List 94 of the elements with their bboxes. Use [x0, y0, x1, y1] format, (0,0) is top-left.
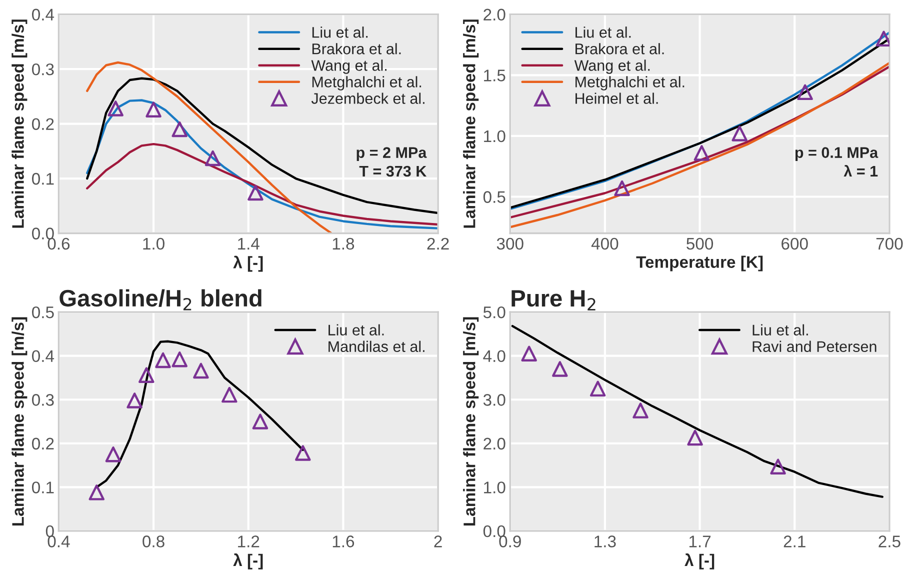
legend-label: Heimel et al.: [576, 92, 658, 104]
x-tick-label: 1.7: [689, 536, 711, 548]
x-tick-label: 0.4: [48, 536, 70, 548]
y-tick-label: 0.4: [32, 350, 54, 362]
chart-title: Gasoline/H$_{2}$ blend: [60, 289, 262, 310]
point: [248, 184, 264, 201]
x-axis-title: Temperature [K]: [636, 256, 763, 272]
x-tick-label: 1.8: [332, 238, 354, 250]
chart-title: Pure H$_{2}$: [512, 290, 596, 310]
y-tick-label: 0.0: [483, 525, 506, 538]
legend-label: Ravi and Petersen: [752, 340, 876, 352]
point: [295, 445, 311, 461]
point: [222, 386, 238, 403]
y-tick-label: 2.0: [484, 438, 506, 450]
legend-label: Brakora et al.: [312, 43, 401, 54]
y-tick-label: 0.5: [483, 191, 506, 203]
y-tick-label: 0.3: [32, 394, 54, 406]
legend-label: Jezembeck et al.: [311, 92, 424, 104]
x-axis-title: λ [-]: [233, 256, 263, 272]
y-axis-title: Laminar flame speed [m/s]: [463, 20, 479, 228]
line-series: [511, 324, 884, 498]
point: [732, 126, 748, 142]
line-series: [86, 77, 438, 214]
y-tick-label: 0.4: [32, 8, 54, 21]
y-tick-label: 5.0: [483, 306, 506, 318]
y-tick-label: 0.2: [32, 118, 54, 130]
point: [155, 352, 171, 368]
point: [252, 414, 268, 430]
y-axis-title: Laminar flame speed [m/s]: [12, 20, 28, 228]
legend-label: Liu et al.: [752, 324, 808, 336]
y-tick-label: 0.2: [32, 438, 54, 450]
y-tick-label: 0.0: [32, 228, 54, 240]
legend-label: Liu et al.: [576, 26, 631, 38]
y-tick-label: 1.0: [484, 482, 506, 494]
point: [552, 361, 568, 377]
x-tick-label: 0.9: [499, 536, 521, 548]
x-tick-label: 2.2: [427, 238, 449, 250]
legend-label: Wang et al.: [574, 60, 650, 74]
point: [797, 84, 813, 100]
x-tick-label: 500: [686, 238, 714, 250]
x-tick-label: 2: [434, 536, 442, 548]
line-series: [86, 142, 438, 226]
legend-label: Wang et al.: [311, 60, 386, 74]
x-axis-title: λ [-]: [233, 553, 263, 570]
point: [108, 100, 124, 116]
point: [521, 346, 537, 362]
point: [172, 121, 188, 138]
point: [614, 180, 630, 196]
y-axis-title: Laminar flame speed [m/s]: [12, 317, 28, 526]
legend-label: Brakora et al.: [576, 43, 664, 54]
x-tick-label: 0.8: [142, 536, 164, 548]
x-axis-title: λ [-]: [684, 553, 714, 570]
point: [770, 458, 786, 474]
point: [88, 484, 105, 500]
x-tick-label: 2.5: [878, 536, 900, 548]
x-tick-label: 0.6: [48, 238, 70, 250]
y-axis-title: Laminar flame speed [m/s]: [463, 317, 479, 526]
legend-label: Liu et al.: [328, 324, 384, 336]
x-tick-label: 1.3: [594, 536, 616, 548]
point: [687, 430, 703, 446]
point: [172, 351, 188, 368]
legend-label: Metghalchi et al.: [312, 76, 422, 90]
y-tick-label: 3.0: [483, 394, 506, 406]
legend-label: Mandilas et al.: [328, 340, 424, 352]
x-tick-label: 1.0: [143, 238, 164, 250]
point: [694, 145, 710, 161]
y-tick-label: 2.0: [484, 8, 506, 21]
x-tick-label: 1.4: [238, 238, 260, 250]
point: [204, 150, 221, 166]
point: [590, 380, 606, 397]
point: [146, 102, 162, 118]
y-tick-label: 0.1: [32, 482, 54, 494]
x-tick-label: 1.2: [238, 536, 260, 548]
y-tick-label: 0.1: [32, 172, 54, 185]
point: [632, 402, 648, 418]
x-tick-label: 300: [496, 238, 524, 250]
annotation: p = 0.1 MPa λ = 1: [795, 147, 878, 176]
point: [105, 446, 122, 462]
y-tick-label: 1.5: [484, 70, 506, 82]
x-tick-label: 700: [876, 238, 903, 250]
annotation: p = 2 MPa T = 373 K: [356, 147, 427, 177]
x-tick-label: 600: [782, 238, 808, 250]
y-tick-label: 0.5: [32, 306, 54, 318]
y-tick-label: 0.3: [32, 63, 54, 76]
point: [138, 367, 154, 383]
x-tick-label: 1.6: [332, 536, 354, 548]
x-tick-label: 2.1: [784, 536, 806, 548]
legend-label: Liu et al.: [312, 26, 368, 38]
y-tick-label: 4.0: [483, 350, 506, 362]
legend-label: Metghalchi et al.: [576, 76, 684, 90]
point: [126, 392, 142, 408]
point: [193, 362, 209, 379]
y-tick-label: 1.0: [484, 130, 506, 142]
x-tick-label: 400: [591, 238, 618, 250]
